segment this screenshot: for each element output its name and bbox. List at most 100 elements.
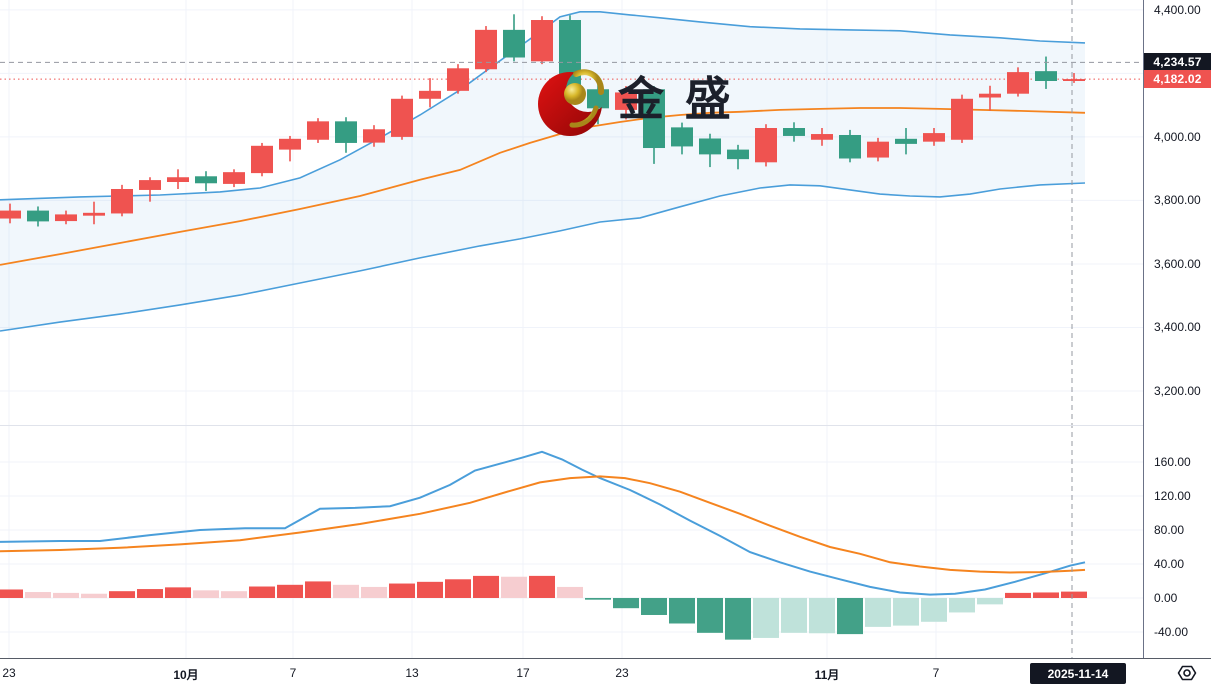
candle-body <box>419 90 441 99</box>
bollinger-lower-band <box>0 182 1086 332</box>
candle-body <box>27 210 49 222</box>
macd-histogram-bar <box>921 597 947 622</box>
candle-body <box>307 121 329 140</box>
macd-signal-line <box>0 475 1086 574</box>
macd-histogram-bar <box>697 597 723 633</box>
candle-body <box>951 98 973 140</box>
candle-body <box>1007 72 1029 94</box>
macd-axis-label: 80.00 <box>1154 522 1185 537</box>
candle-body <box>0 210 21 219</box>
candle-body <box>643 89 665 149</box>
candle-body <box>615 92 637 110</box>
macd-histogram-bar <box>613 597 639 609</box>
macd-histogram-bar <box>501 576 527 598</box>
macd-histogram-bar <box>837 597 863 635</box>
macd-histogram-bar <box>193 590 219 598</box>
macd-histogram-bar <box>529 575 555 598</box>
candle-body <box>363 129 385 143</box>
macd-histogram-bar <box>809 597 835 634</box>
macd-axis-label: 160.00 <box>1154 454 1191 469</box>
time-axis-label: 17 <box>516 666 530 680</box>
candle-body <box>755 128 777 163</box>
candle-body <box>167 177 189 183</box>
candle-body <box>83 212 105 216</box>
macd-histogram-bar <box>417 581 443 598</box>
macd-histogram-bar <box>893 597 919 626</box>
macd-histogram-bar <box>221 591 247 598</box>
macd-histogram-bar <box>585 597 611 600</box>
price-axis-label: 3,600.00 <box>1154 256 1201 271</box>
macd-histogram-bar <box>81 593 107 598</box>
crosshair-date-badge: 2025-11-14 <box>1030 663 1126 684</box>
macd-histogram-bar <box>109 591 135 598</box>
candle-body <box>251 145 273 174</box>
candle-body <box>783 128 805 136</box>
macd-histogram-bar <box>641 597 667 615</box>
candle-body <box>503 29 525 58</box>
candle-body <box>1063 79 1085 81</box>
macd-histogram-bar <box>389 583 415 598</box>
candle-body <box>475 29 497 70</box>
candle-body <box>139 180 161 190</box>
macd-histogram-bar <box>333 584 359 598</box>
time-axis-label: 7 <box>289 666 297 680</box>
price-axis-label: 4,400.00 <box>1154 2 1201 17</box>
macd-histogram-bar <box>361 586 387 598</box>
candle-body <box>223 172 245 184</box>
macd-histogram-bar <box>669 597 695 624</box>
macd-histogram-bar <box>53 592 79 598</box>
time-axis-label: 13 <box>405 666 419 680</box>
time-axis-label: 23 <box>615 666 629 680</box>
candle-body <box>699 138 721 155</box>
time-axis[interactable]: 2025-11-14 23 10月 7 13 17 23 11月 7 <box>0 658 1211 686</box>
candle-body <box>895 138 917 144</box>
macd-histogram-bar <box>1061 591 1087 598</box>
candle-body <box>839 134 861 159</box>
bollinger-fill <box>0 11 1085 332</box>
chart-panes[interactable] <box>0 0 1143 658</box>
candle-body <box>279 138 301 150</box>
pane-divider[interactable] <box>0 425 1143 426</box>
price-axis[interactable]: 4,234.57 4,182.02 4,400.00 4,000.00 3,800.… <box>1143 0 1211 658</box>
candle-body <box>559 20 581 88</box>
macd-line <box>0 450 1086 596</box>
macd-histogram-bar <box>0 589 23 598</box>
candle-body <box>391 98 413 137</box>
price-axis-label: 3,800.00 <box>1154 193 1201 208</box>
candle-body <box>923 133 945 142</box>
axis-border <box>1143 0 1144 686</box>
last-price-badge: 4,182.02 <box>1144 70 1211 89</box>
time-axis-label: 11月 <box>814 668 840 682</box>
macd-histogram-bar <box>249 586 275 598</box>
candle-body <box>335 121 357 143</box>
candle-body <box>811 134 833 140</box>
candle-body <box>867 141 889 158</box>
candle-body <box>55 214 77 222</box>
price-axis-label: 3,200.00 <box>1154 384 1201 398</box>
macd-axis-label: -40.00 <box>1154 624 1189 639</box>
candle-body <box>111 188 133 214</box>
time-axis-label: 23 <box>2 666 16 680</box>
candle-body <box>587 89 609 109</box>
macd-histogram-bar <box>25 592 51 598</box>
macd-axis-label: 0.00 <box>1154 590 1178 605</box>
bollinger-upper-band <box>0 11 1086 201</box>
time-axis-label: 7 <box>932 666 940 680</box>
macd-histogram-bar <box>725 597 751 640</box>
macd-histogram-bar <box>949 597 975 613</box>
macd-histogram-bar <box>781 597 807 633</box>
macd-histogram-bar <box>473 575 499 598</box>
price-axis-label: 4,000.00 <box>1154 129 1201 144</box>
macd-histogram-bar <box>305 581 331 598</box>
candle-body <box>195 176 217 184</box>
time-axis-label: 10月 <box>173 668 199 682</box>
macd-histogram-bar <box>137 589 163 598</box>
candle-body <box>447 68 469 91</box>
candle-body <box>727 149 749 160</box>
crosshair-price-badge: 4,234.57 <box>1144 52 1211 72</box>
axis-settings-icon[interactable] <box>1176 664 1198 682</box>
macd-histogram-bar <box>445 579 471 598</box>
bollinger-middle-band <box>0 107 1086 266</box>
macd-histogram-bar <box>1033 592 1059 598</box>
